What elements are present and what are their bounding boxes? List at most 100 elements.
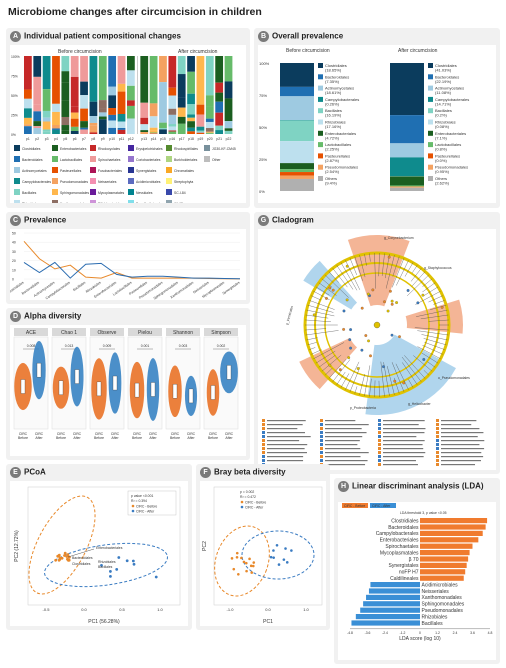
group-label: After: [111, 436, 119, 440]
patient-bar-segment: [149, 103, 158, 117]
node: [440, 305, 444, 309]
branch: [392, 256, 400, 277]
x-tick: Bacillales: [72, 280, 86, 292]
legend-label: Burkholderiales: [174, 158, 198, 162]
patient-bar-segment: [187, 127, 195, 132]
x-tick: -0.5: [43, 607, 51, 612]
branch: [307, 342, 317, 346]
node: [348, 338, 352, 342]
branch: [305, 319, 331, 322]
legend-swatch: [436, 459, 439, 462]
after-point: [275, 543, 279, 547]
patient-label: p6: [73, 137, 77, 141]
panel-c-chart: 01020304050ClostridialesBacteroidalesAct…: [7, 232, 241, 301]
legend-label: CIRC - After: [245, 506, 264, 510]
node: [398, 335, 401, 339]
legend-label: Neisseriales: [98, 180, 117, 184]
legend-swatch: [428, 176, 433, 181]
patient-bar-segment: [177, 74, 186, 98]
taxon-label: β 70: [409, 557, 419, 563]
after-point: [277, 563, 281, 566]
series-value: (7.1%): [435, 135, 447, 140]
node: [342, 309, 346, 313]
after-point: [272, 556, 275, 559]
series-name: Rhizobiales: [325, 120, 346, 125]
taxon-label: Xanthomonadales: [422, 595, 463, 601]
legend-label: Pasteurellales: [60, 169, 82, 173]
before-ellipse: [214, 525, 270, 597]
after-point: [109, 570, 112, 573]
legend-label: Other: [212, 158, 221, 162]
branch: [321, 278, 333, 288]
legend-swatch: [436, 435, 439, 438]
branch: [414, 327, 449, 331]
group-label: Before: [170, 436, 180, 440]
patient-label: p14: [151, 137, 157, 141]
patient-label: p8: [92, 137, 96, 141]
series-value: (9.4%): [325, 181, 337, 186]
group-label: CIRC: [73, 432, 82, 436]
group-label: Before: [132, 436, 142, 440]
y-tick: 30: [12, 250, 16, 254]
legend-label: Desulfovibrionales: [136, 202, 164, 203]
panel-c: C Prevalence 0 10 20 30 40 50 Clostridiales Bact…: [6, 212, 250, 304]
panel-d-title: Alpha diversity: [24, 311, 82, 321]
r-squared: R² = 0.472: [240, 495, 256, 499]
facet-title: Pielou: [138, 330, 152, 336]
boxplot: [172, 384, 178, 399]
clade-label: p_Proteobacteria: [350, 406, 376, 410]
series-value: (0.2%): [435, 113, 447, 118]
patient-bar-segment: [80, 95, 88, 109]
patient-bar-segment: [108, 120, 117, 128]
legend-entry: [441, 432, 484, 434]
patient-bar-segment: [42, 56, 51, 90]
legend-entry: [325, 420, 356, 422]
before-point: [230, 557, 234, 560]
patient-bar-segment: [117, 91, 126, 114]
y-tick: 0: [12, 278, 14, 282]
prevalence-bar-segment: [390, 187, 424, 191]
branch: [391, 362, 405, 392]
group-label: CIRC: [149, 432, 158, 436]
taxon-label: Acidimicrobiales: [422, 582, 459, 588]
series-value: (7.35%): [325, 79, 340, 84]
patient-bar-segment: [70, 130, 79, 134]
branch: [349, 367, 361, 392]
legend-swatch: [320, 423, 323, 426]
branch: [427, 361, 436, 368]
patient-bar-segment: [177, 116, 186, 124]
patient-bar-segment: [196, 133, 205, 134]
boxplot: [112, 375, 118, 391]
p-value: 0.002: [217, 344, 226, 348]
prevalence-bar-segment: [390, 157, 424, 177]
legend-label: Bifidobacteriales: [98, 202, 123, 203]
branch: [332, 359, 351, 382]
panel-h-chart: CIRC - Before CIRC - After LDA threshold 3…: [342, 503, 492, 642]
patient-label: p12: [128, 137, 134, 141]
legend-label: CIRC - After: [136, 510, 155, 514]
legend-label: CIRC - Before: [344, 504, 365, 508]
patient-label: p4: [54, 137, 58, 141]
legend-swatch: [320, 427, 323, 430]
prevalence-bar-segment: [280, 120, 314, 142]
legend-label: Rhizobiales: [22, 202, 40, 203]
prevalence-bar-segment: [280, 163, 314, 170]
legend-swatch: [318, 74, 323, 80]
patient-bar-segment: [159, 129, 167, 134]
lda-bar: [420, 543, 473, 549]
y-tick: 0%: [11, 133, 16, 137]
patient-bar-segment: [168, 114, 177, 125]
facet-strip: [14, 328, 48, 336]
x-tick: 0: [419, 631, 421, 635]
patient-bar-segment: [70, 76, 79, 107]
boxplot: [58, 380, 64, 395]
after-point: [125, 559, 129, 563]
p-value: 0.008: [27, 344, 36, 348]
legend-swatch: [90, 189, 96, 195]
branch: [332, 268, 348, 288]
series-name: Lactobacillales: [435, 142, 461, 147]
before-label: Before circumcision: [58, 49, 102, 55]
legend-label: CIRC - Before: [136, 505, 157, 509]
after-point: [269, 555, 273, 559]
patient-bar-segment: [52, 56, 60, 104]
